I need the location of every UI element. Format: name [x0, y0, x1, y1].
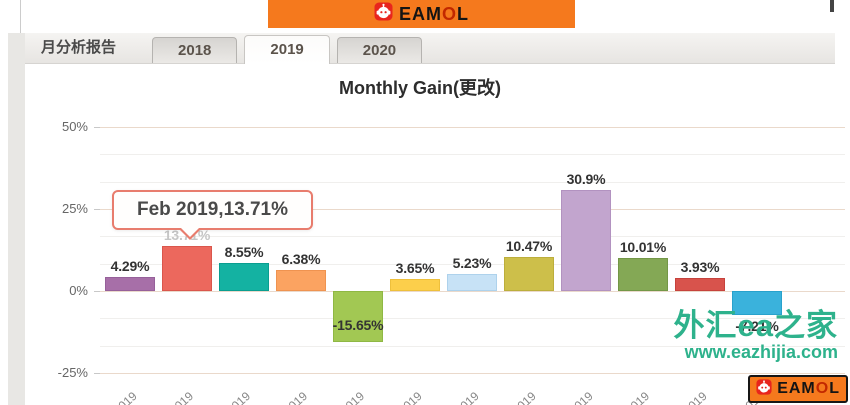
bar-jul-2019[interactable]: [447, 273, 497, 292]
tab-bar: 月分析报告 2018 2019 2020: [25, 33, 835, 64]
y-axis-label: 50%: [61, 119, 88, 134]
y-axis-label: -25%: [57, 365, 88, 380]
report-title: 月分析报告: [41, 39, 117, 56]
y-axis-label: 0%: [69, 283, 88, 298]
tab-2018[interactable]: 2018: [152, 37, 238, 63]
bar-may-2019[interactable]: [333, 291, 383, 343]
gridline: [100, 291, 845, 292]
gridline: [100, 209, 845, 210]
bar-value-label: 3.93%: [680, 259, 720, 276]
y-axis-tick: [94, 209, 100, 210]
y-axis-label: 25%: [61, 201, 88, 216]
chart-tooltip: Feb 2019,13.71%: [112, 190, 313, 240]
gridline: [100, 373, 845, 374]
bar-dec-2019[interactable]: [732, 291, 782, 315]
left-margin-strip: [8, 33, 25, 405]
tab-2019[interactable]: 2019: [244, 35, 330, 64]
bar-value-label: 10.01%: [619, 239, 667, 256]
gridline: [100, 181, 845, 183]
bar-aug-2019[interactable]: [504, 256, 554, 291]
bar-value-label: 30.9%: [566, 170, 606, 187]
brand-badge[interactable]: EAMOL: [748, 375, 848, 403]
bar-value-label: -7.21%: [735, 317, 779, 334]
bar-value-label: 8.55%: [224, 243, 264, 260]
robot-logo-icon: [756, 378, 772, 400]
bar-value-label: 10.47%: [505, 237, 553, 254]
gridline: [100, 318, 845, 320]
site-watermark: 外汇ea之家 www.eazhijia.com: [673, 308, 838, 362]
x-axis-label: Dec 2019: [667, 387, 767, 405]
y-axis-tick: [94, 127, 100, 128]
header-divider: [20, 0, 21, 33]
bar-value-label: -15.65%: [332, 317, 384, 334]
bar-sep-2019[interactable]: [561, 189, 611, 292]
bar-oct-2019[interactable]: [618, 258, 668, 291]
y-axis-tick: [94, 291, 100, 292]
bar-nov-2019[interactable]: [675, 278, 725, 291]
chart-title: Monthly Gain(更改): [339, 78, 501, 98]
bar-mar-2019[interactable]: [219, 262, 269, 291]
scrollbar-thumb[interactable]: [830, 0, 834, 12]
brand-name: EAMOL: [398, 4, 469, 24]
gridline: [100, 127, 845, 128]
brand-banner[interactable]: EAMOL: [268, 0, 575, 28]
bar-value-label: 3.65%: [395, 260, 435, 277]
bar-apr-2019[interactable]: [276, 270, 326, 291]
gridline: [100, 236, 845, 238]
bar-value-label: 4.29%: [110, 257, 150, 274]
tooltip-text: Feb 2019,13.71%: [136, 199, 289, 220]
bar-feb-2019[interactable]: [162, 246, 212, 292]
gridline: [100, 154, 845, 156]
bar-jan-2019[interactable]: [105, 276, 155, 292]
bar-jun-2019[interactable]: [390, 279, 440, 292]
robot-logo-icon: [374, 2, 393, 26]
bar-value-label: 6.38%: [281, 251, 321, 268]
bar-value-label: 5.23%: [452, 254, 492, 271]
tab-2020[interactable]: 2020: [336, 37, 423, 63]
gridline: [100, 345, 845, 347]
gridline: [100, 263, 845, 265]
watermark-title: 外汇ea之家: [673, 308, 838, 343]
y-axis-tick: [94, 373, 100, 374]
watermark-url: www.eazhijia.com: [684, 341, 838, 362]
brand-name: EAMOL: [777, 380, 840, 397]
